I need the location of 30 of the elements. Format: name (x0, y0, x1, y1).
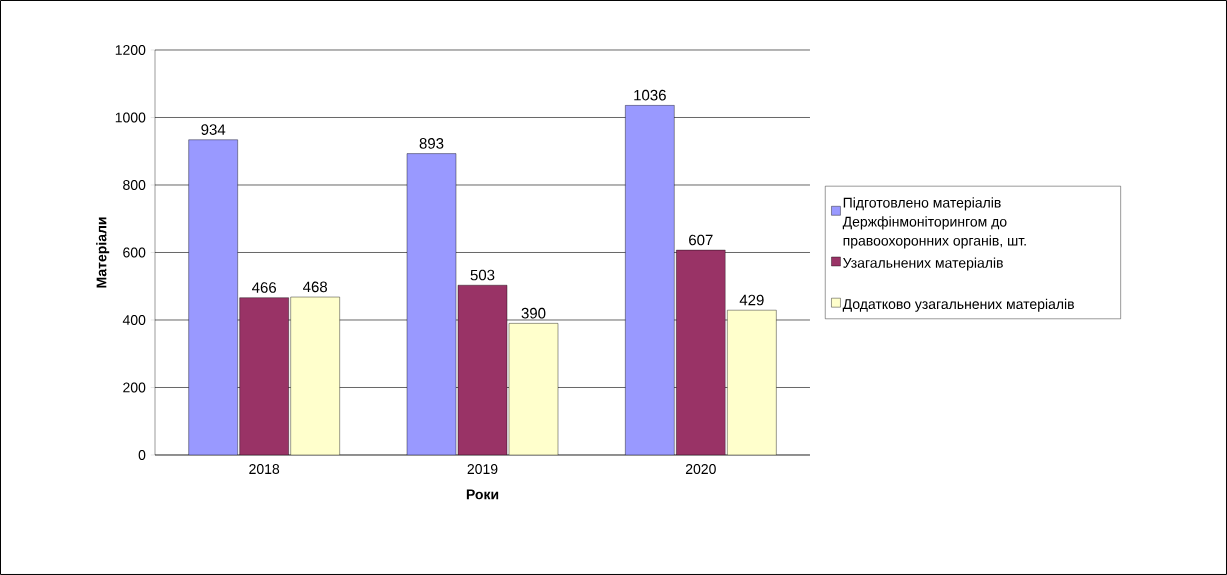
bar (457, 285, 508, 455)
data-label: 607 (689, 234, 713, 246)
x-axis-title: Роки (466, 489, 499, 500)
legend-label: Підготовлено матеріалів Держфінмоніторингом до правоохоронних органів, шт. (842, 197, 1026, 249)
y-tick-label: 800 (123, 180, 146, 190)
legend-label: Додатково узагальнених матеріалів (842, 298, 1074, 312)
data-label: 503 (470, 269, 495, 281)
y-tick-label: 1200 (115, 45, 146, 55)
y-tick-label: 600 (123, 247, 146, 258)
data-label: 1036 (634, 89, 666, 101)
y-tick-label: 0 (138, 450, 146, 460)
y-tick-label: 1000 (115, 112, 146, 123)
y-tick-label: 200 (123, 382, 146, 393)
bar (625, 105, 675, 455)
bar (676, 249, 726, 455)
x-tick-label: 2019 (467, 464, 498, 475)
bar (406, 153, 457, 455)
data-label: 468 (303, 281, 328, 293)
data-label: 893 (419, 138, 444, 149)
data-label: 429 (739, 294, 764, 306)
legend-label: Узагальнених матеріалів (843, 257, 1003, 271)
y-axis-title: Матеріали (96, 217, 110, 288)
data-label: 934 (201, 124, 226, 135)
x-tick-label: 2020 (685, 464, 716, 475)
y-tick-label: 400 (122, 315, 146, 325)
bar (239, 297, 289, 455)
data-label: 390 (521, 307, 546, 319)
x-tick-label: 2018 (249, 464, 280, 475)
data-label: 466 (252, 282, 277, 293)
bar (188, 139, 238, 455)
